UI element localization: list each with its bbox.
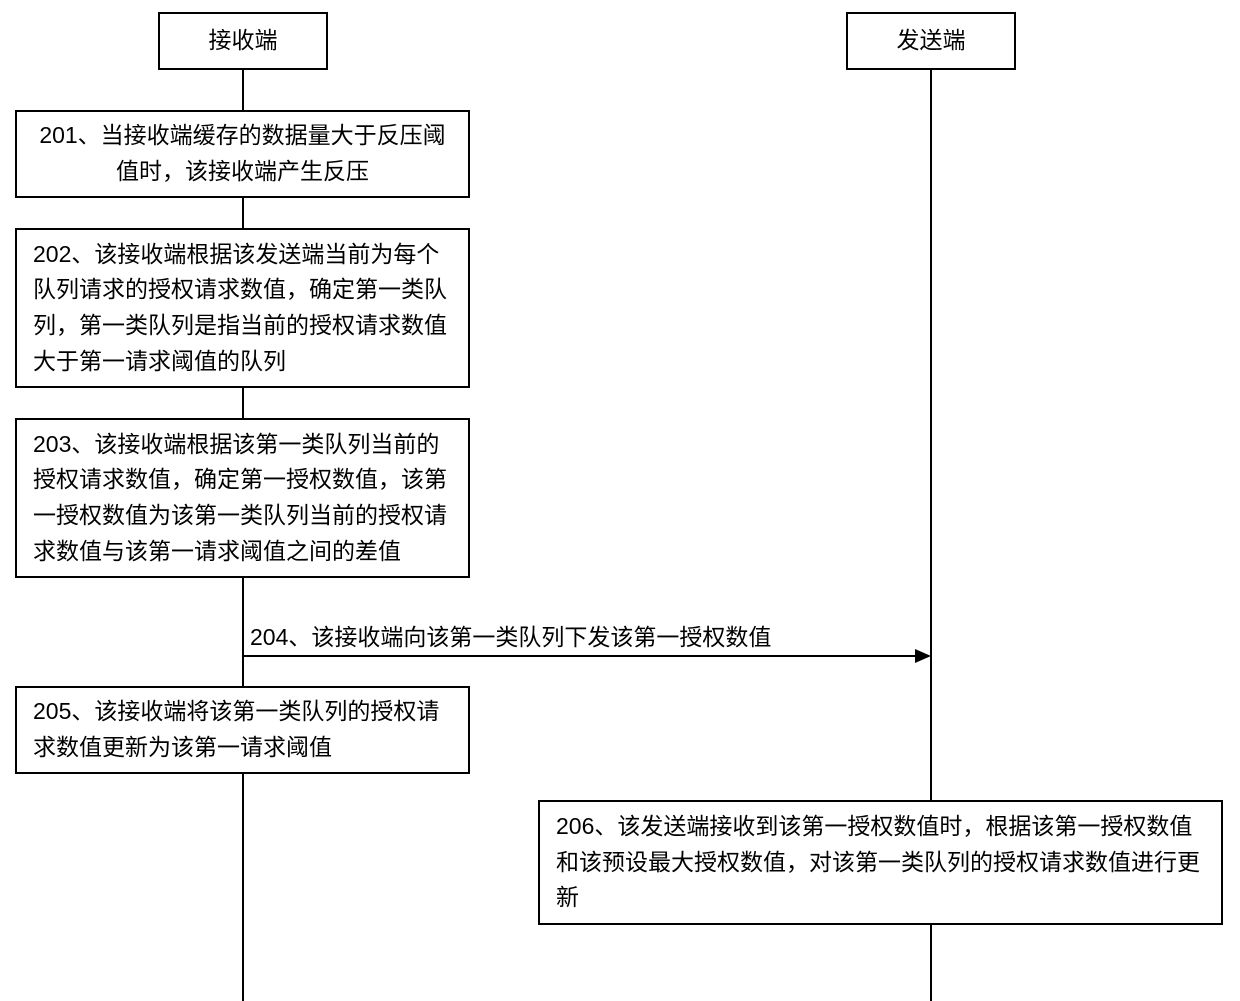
step-203: 203、该接收端根据该第一类队列当前的授权请求数值，确定第一授权数值，该第一授权… <box>15 418 470 578</box>
step-202: 202、该接收端根据该发送端当前为每个队列请求的授权请求数值，确定第一类队列，第… <box>15 228 470 388</box>
step-202-text: 202、该接收端根据该发送端当前为每个队列请求的授权请求数值，确定第一类队列，第… <box>33 237 452 380</box>
step-205: 205、该接收端将该第一类队列的授权请求数值更新为该第一请求阈值 <box>15 686 470 774</box>
step-206-text: 206、该发送端接收到该第一授权数值时，根据该第一授权数值和该预设最大授权数值，… <box>556 809 1205 916</box>
message-204-arrow-head <box>915 649 931 663</box>
step-203-text: 203、该接收端根据该第一类队列当前的授权请求数值，确定第一授权数值，该第一授权… <box>33 427 452 570</box>
message-204-text: 204、该接收端向该第一类队列下发该第一授权数值 <box>250 624 771 650</box>
message-204-label: 204、该接收端向该第一类队列下发该第一授权数值 <box>250 618 771 652</box>
header-sender: 发送端 <box>846 12 1016 70</box>
header-receiver-label: 接收端 <box>209 23 278 59</box>
step-206: 206、该发送端接收到该第一授权数值时，根据该第一授权数值和该预设最大授权数值，… <box>538 800 1223 925</box>
step-205-text: 205、该接收端将该第一类队列的授权请求数值更新为该第一请求阈值 <box>33 694 452 765</box>
step-201-text: 201、当接收端缓存的数据量大于反压阈值时，该接收端产生反压 <box>33 118 452 189</box>
message-204-arrow-line <box>243 655 917 657</box>
step-201: 201、当接收端缓存的数据量大于反压阈值时，该接收端产生反压 <box>15 110 470 198</box>
header-sender-label: 发送端 <box>897 23 966 59</box>
sequence-diagram: 接收端 发送端 201、当接收端缓存的数据量大于反压阈值时，该接收端产生反压 2… <box>0 0 1240 1001</box>
header-receiver: 接收端 <box>158 12 328 70</box>
